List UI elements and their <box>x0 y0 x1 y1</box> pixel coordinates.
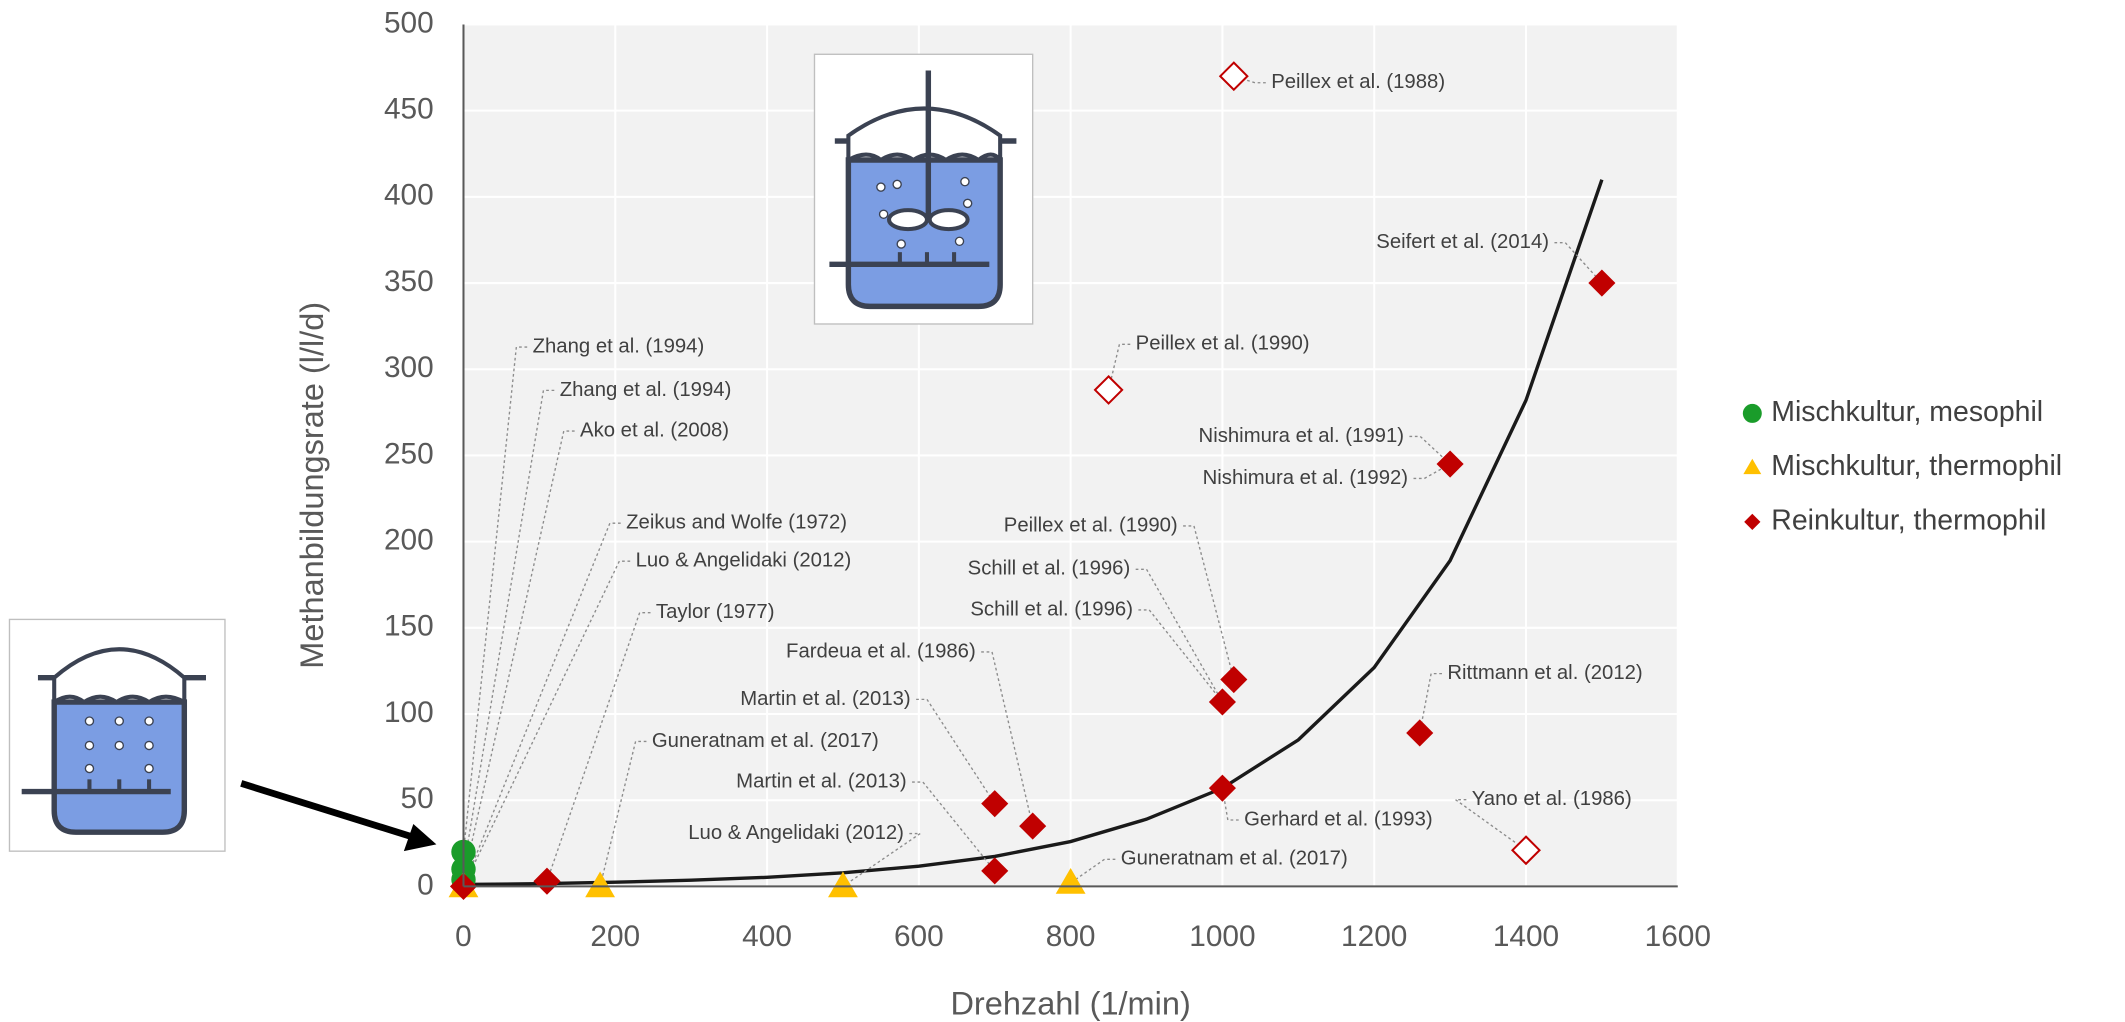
legend-label: Mischkultur, mesophil <box>1771 396 2043 428</box>
annotation: Yano et al. (1986) <box>1472 788 1632 810</box>
arrow <box>241 783 414 837</box>
y-tick-label: 150 <box>384 610 434 643</box>
reactor-icon-bubble <box>9 619 224 851</box>
annotation: Zhang et al. (1994) <box>533 335 705 357</box>
annotation: Ako et al. (2008) <box>580 419 729 441</box>
x-tick-label: 600 <box>894 920 944 953</box>
x-tick-label: 1000 <box>1189 920 1255 953</box>
annotation: Peillex et al. (1988) <box>1271 71 1445 93</box>
x-tick-label: 1200 <box>1341 920 1407 953</box>
annotation: Schill et al. (1996) <box>970 598 1133 620</box>
y-tick-label: 0 <box>417 868 434 901</box>
annotation: Guneratnam et al. (2017) <box>1121 848 1348 870</box>
legend-marker <box>1744 514 1760 530</box>
y-tick-label: 100 <box>384 696 434 729</box>
annotation: Seifert et al. (2014) <box>1376 231 1549 253</box>
legend-label: Mischkultur, thermophil <box>1771 450 2062 482</box>
annotation: Peillex et al. (1990) <box>1136 333 1310 355</box>
x-tick-label: 200 <box>590 920 640 953</box>
annotation: Luo & Angelidaki (2012) <box>688 822 904 844</box>
y-tick-label: 350 <box>384 265 434 298</box>
annotation: Rittmann et al. (2012) <box>1447 662 1642 684</box>
annotation: Luo & Angelidaki (2012) <box>636 550 852 572</box>
annotation: Peillex et al. (1990) <box>1004 514 1178 536</box>
y-tick-label: 50 <box>401 782 434 815</box>
annotation: Guneratnam et al. (2017) <box>652 730 879 752</box>
annotation: Nishimura et al. (1992) <box>1203 467 1408 489</box>
legend-label: Reinkultur, thermophil <box>1771 504 2046 536</box>
annotation: Schill et al. (1996) <box>968 558 1131 580</box>
x-tick-label: 0 <box>455 920 472 953</box>
y-tick-label: 400 <box>384 179 434 212</box>
arrow-head <box>404 824 437 851</box>
annotation: Gerhard et al. (1993) <box>1244 808 1433 830</box>
legend-marker <box>1743 404 1762 423</box>
y-tick-label: 200 <box>384 524 434 557</box>
x-tick-label: 1600 <box>1645 920 1711 953</box>
annotation: Zeikus and Wolfe (1972) <box>626 512 847 534</box>
annotation: Taylor (1977) <box>656 601 775 623</box>
y-axis-title: Methanbildungsrate (l/l/d) <box>294 302 330 669</box>
annotation: Martin et al. (2013) <box>736 770 906 792</box>
annotation: Nishimura et al. (1991) <box>1199 425 1404 447</box>
x-tick-label: 400 <box>742 920 792 953</box>
annotation: Zhang et al. (1994) <box>560 379 732 401</box>
x-axis-title: Drehzahl (1/min) <box>950 985 1190 1021</box>
reactor-icon-stirred <box>814 54 1032 324</box>
annotation: Fardeua et al. (1986) <box>786 640 976 662</box>
annotation: Martin et al. (2013) <box>740 688 910 710</box>
y-tick-label: 500 <box>384 6 434 39</box>
y-tick-label: 450 <box>384 93 434 126</box>
y-tick-label: 250 <box>384 437 434 470</box>
page: Zhang et al. (1994) Zhang et al. (1994) Ak… <box>0 0 2125 1022</box>
chart: Zhang et al. (1994) Zhang et al. (1994) Ak… <box>0 0 2125 1022</box>
x-tick-label: 800 <box>1046 920 1096 953</box>
y-tick-label: 300 <box>384 351 434 384</box>
x-tick-label: 1400 <box>1493 920 1559 953</box>
legend-marker <box>1743 459 1761 474</box>
